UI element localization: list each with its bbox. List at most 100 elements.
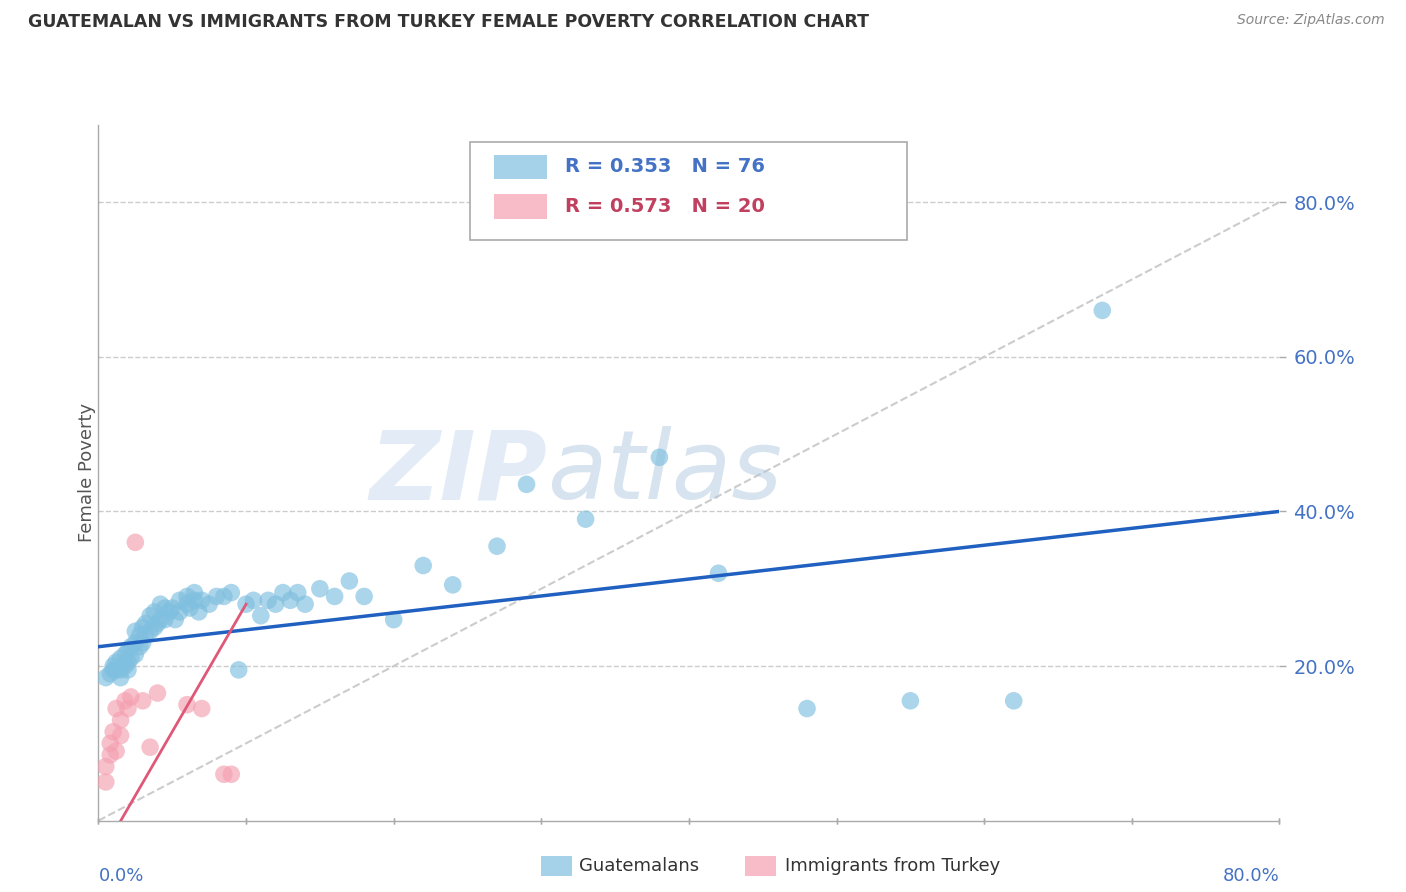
Point — [486, 539, 509, 553]
Point — [146, 616, 169, 631]
Point — [165, 613, 187, 627]
Point — [271, 585, 294, 599]
Point — [132, 620, 155, 634]
Point — [250, 608, 273, 623]
Point — [149, 613, 172, 627]
Point — [1002, 694, 1025, 708]
Point — [900, 694, 922, 708]
Point — [183, 585, 205, 599]
Point — [110, 713, 132, 727]
Point — [212, 590, 235, 604]
Point — [117, 701, 139, 715]
Point — [212, 767, 235, 781]
Point — [110, 663, 132, 677]
Point — [149, 597, 172, 611]
Point — [117, 663, 139, 677]
Text: atlas: atlas — [547, 426, 782, 519]
Point — [120, 651, 142, 665]
Bar — [494, 155, 547, 179]
Text: Immigrants from Turkey: Immigrants from Turkey — [785, 857, 1000, 875]
Point — [278, 593, 302, 607]
Point — [114, 694, 136, 708]
Point — [124, 636, 146, 650]
Point — [264, 597, 287, 611]
Point — [114, 648, 136, 662]
Point — [219, 585, 242, 599]
Point — [205, 590, 228, 604]
Point — [242, 593, 264, 607]
Point — [707, 566, 730, 581]
Point — [105, 701, 128, 715]
Point — [294, 597, 316, 611]
Point — [124, 624, 146, 639]
Point — [94, 775, 117, 789]
Point — [132, 636, 155, 650]
Y-axis label: Female Poverty: Female Poverty — [79, 403, 96, 542]
FancyBboxPatch shape — [471, 142, 907, 240]
Point — [94, 671, 117, 685]
Point — [98, 736, 121, 750]
Point — [183, 593, 205, 607]
Point — [103, 659, 125, 673]
Point — [412, 558, 434, 573]
Point — [353, 590, 375, 604]
Point — [98, 747, 121, 762]
Point — [235, 597, 257, 611]
Point — [515, 477, 537, 491]
Point — [187, 605, 209, 619]
Text: Guatemalans: Guatemalans — [579, 857, 699, 875]
Text: 80.0%: 80.0% — [1223, 867, 1279, 885]
Point — [153, 601, 176, 615]
Point — [105, 744, 128, 758]
Point — [143, 620, 166, 634]
Point — [110, 651, 132, 665]
Point — [120, 690, 142, 704]
Point — [110, 729, 132, 743]
Point — [1091, 303, 1114, 318]
Point — [574, 512, 596, 526]
Point — [128, 640, 150, 654]
Point — [441, 578, 464, 592]
Point — [124, 535, 146, 549]
Point — [219, 767, 242, 781]
Point — [135, 616, 157, 631]
Text: Source: ZipAtlas.com: Source: ZipAtlas.com — [1237, 13, 1385, 28]
Point — [179, 601, 201, 615]
Point — [176, 597, 198, 611]
Point — [287, 585, 309, 599]
Point — [648, 450, 671, 465]
Point — [382, 613, 405, 627]
Point — [191, 701, 214, 715]
Point — [105, 655, 128, 669]
Point — [146, 686, 169, 700]
Point — [143, 605, 166, 619]
Point — [169, 605, 191, 619]
Point — [176, 698, 198, 712]
Point — [162, 601, 183, 615]
Point — [135, 628, 157, 642]
Text: GUATEMALAN VS IMMIGRANTS FROM TURKEY FEMALE POVERTY CORRELATION CHART: GUATEMALAN VS IMMIGRANTS FROM TURKEY FEM… — [28, 13, 869, 31]
Point — [117, 643, 139, 657]
Point — [228, 663, 250, 677]
Point — [114, 659, 136, 673]
Point — [103, 724, 125, 739]
Point — [98, 666, 121, 681]
Text: ZIP: ZIP — [370, 426, 547, 519]
Text: R = 0.573   N = 20: R = 0.573 N = 20 — [565, 197, 765, 216]
Point — [257, 593, 280, 607]
Point — [191, 593, 214, 607]
Point — [103, 663, 125, 677]
Point — [139, 608, 162, 623]
Point — [124, 648, 146, 662]
Point — [110, 671, 132, 685]
Point — [94, 759, 117, 773]
Point — [139, 740, 162, 755]
Point — [157, 605, 180, 619]
Point — [169, 593, 191, 607]
Point — [117, 655, 139, 669]
Point — [132, 694, 155, 708]
Point — [309, 582, 332, 596]
Point — [128, 628, 150, 642]
Point — [176, 590, 198, 604]
Text: 0.0%: 0.0% — [98, 867, 143, 885]
